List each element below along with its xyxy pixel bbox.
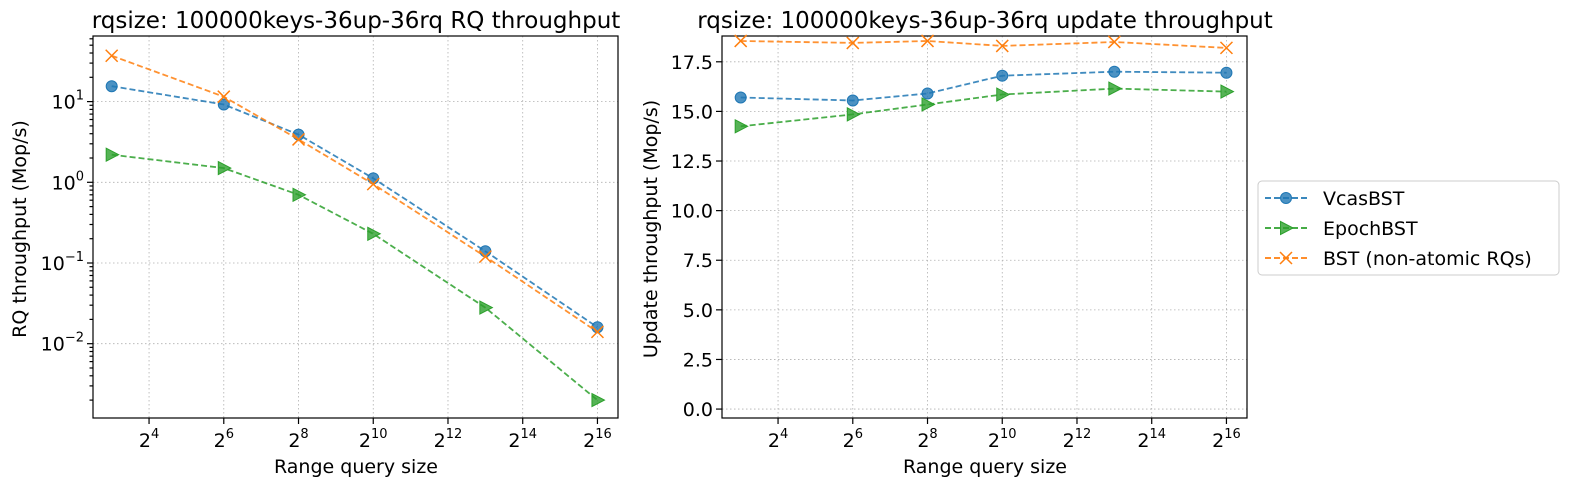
legend-marker: [1279, 251, 1293, 265]
data-point: [1108, 81, 1123, 96]
legend-box: [1257, 180, 1560, 276]
x-tick-label: 24: [139, 427, 159, 452]
data-point: [217, 160, 232, 176]
series-line: [111, 153, 598, 401]
chart-title: rqsize: 100000keys-36up-36rq RQ throughp…: [92, 8, 621, 34]
y-tick-label: 2.5: [683, 349, 713, 371]
y-tick-label: 0.0: [683, 399, 713, 421]
y-axis-label: Update throughput (Mop/s): [640, 100, 662, 358]
y-tick-label: 15.0: [671, 101, 713, 123]
x-tick-label: 210: [359, 427, 388, 452]
series-epochbst: [105, 147, 606, 408]
x-tick-label: 214: [1137, 427, 1166, 452]
legend-label: BST (non-atomic RQs): [1323, 248, 1532, 270]
series-line: [740, 87, 1227, 128]
x-tick-label: 212: [1063, 427, 1092, 452]
legend-marker: [1280, 220, 1295, 236]
y-tick-label: 101: [52, 89, 84, 114]
x-tick-label: 216: [583, 427, 612, 452]
legend-marker: [1280, 192, 1292, 204]
legend-entry: EpochBST: [1265, 218, 1418, 240]
data-point: [217, 90, 231, 104]
data-point: [1108, 65, 1121, 78]
x-axis-label: Range query size: [274, 456, 438, 478]
plot-frame: [92, 35, 619, 419]
y-axis-label: RQ throughput (Mop/s): [9, 120, 31, 338]
data-point: [591, 392, 606, 408]
data-point: [846, 107, 861, 122]
y-tick-label: 5.0: [683, 300, 713, 322]
data-point: [291, 132, 306, 146]
data-point: [105, 147, 120, 162]
data-point: [996, 69, 1009, 82]
x-tick-label: 24: [768, 427, 788, 452]
data-point: [921, 97, 936, 112]
legend-label: VcasBST: [1323, 188, 1405, 210]
y-tick-label: 10−1: [41, 250, 84, 275]
rq-throughput-panel: rqsize: 100000keys-36up-36rq RQ throughp…: [9, 8, 620, 478]
x-tick-label: 212: [434, 427, 463, 452]
x-tick-label: 28: [288, 427, 308, 452]
data-point: [590, 325, 604, 339]
legend-entry: BST (non-atomic RQs): [1265, 248, 1532, 270]
series-epochbst: [734, 81, 1235, 134]
chart-title: rqsize: 100000keys-36up-36rq update thro…: [697, 8, 1273, 34]
data-point: [292, 187, 307, 203]
series-line: [740, 40, 1227, 49]
data-point: [1220, 84, 1235, 99]
x-tick-label: 214: [508, 427, 537, 452]
y-tick-label: 17.5: [671, 52, 713, 74]
x-tick-label: 28: [917, 427, 937, 452]
series-line: [111, 85, 598, 328]
series-vcasbst: [734, 65, 1233, 107]
x-tick-label: 216: [1212, 427, 1241, 452]
data-point: [105, 80, 118, 93]
update-throughput-panel: rqsize: 100000keys-36up-36rq update thro…: [640, 8, 1273, 478]
data-point: [1107, 35, 1121, 49]
data-point: [479, 245, 492, 258]
data-point: [995, 39, 1009, 53]
data-point: [920, 34, 935, 48]
data-point: [846, 36, 860, 50]
data-point: [478, 250, 492, 264]
series-line: [740, 70, 1227, 102]
data-point: [1219, 41, 1233, 55]
y-tick-label: 100: [52, 169, 84, 194]
legend-label: EpochBST: [1323, 218, 1418, 240]
x-tick-label: 26: [214, 427, 234, 452]
data-point: [734, 34, 748, 48]
data-point: [921, 87, 934, 100]
y-tick-label: 10.0: [671, 201, 713, 223]
x-tick-label: 26: [843, 427, 863, 452]
data-point: [105, 49, 119, 63]
data-point: [479, 300, 494, 315]
series-bst-non-atomic-rqs-: [734, 34, 1233, 55]
y-tick-label: 12.5: [671, 151, 713, 173]
x-tick-label: 210: [988, 427, 1017, 452]
x-axis-label: Range query size: [903, 456, 1067, 478]
series-vcasbst: [105, 80, 604, 334]
data-point: [217, 98, 230, 111]
y-tick-label: 7.5: [683, 250, 713, 272]
data-point: [734, 91, 747, 104]
data-point: [1220, 66, 1233, 79]
data-point: [366, 177, 380, 191]
data-point: [846, 94, 859, 107]
data-point: [367, 226, 382, 242]
y-tick-label: 10−2: [41, 331, 84, 356]
data-point: [734, 118, 749, 134]
series-bst-non-atomic-rqs-: [105, 49, 604, 339]
plot-frame: [721, 35, 1248, 419]
legend: VcasBST EpochBST BST (non-atomic RQs): [1257, 180, 1560, 276]
series-line: [111, 54, 598, 333]
legend-entry: VcasBST: [1265, 188, 1405, 210]
data-point: [996, 87, 1011, 102]
